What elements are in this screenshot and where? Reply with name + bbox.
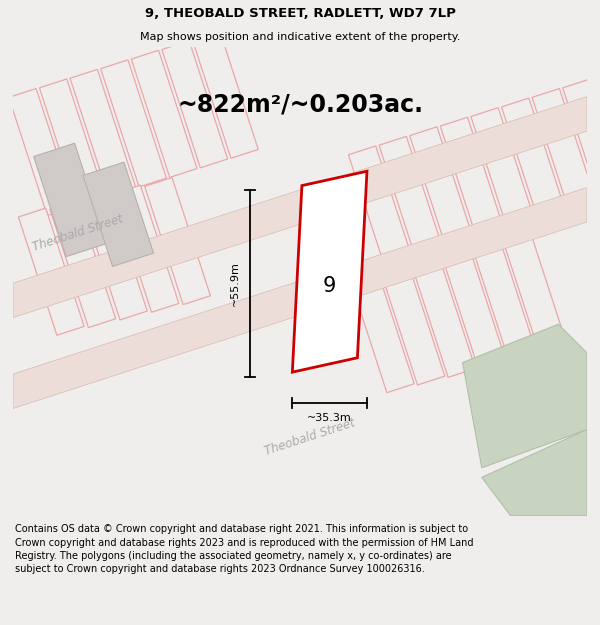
Polygon shape	[502, 228, 567, 354]
Polygon shape	[131, 50, 197, 177]
Polygon shape	[83, 162, 154, 266]
Polygon shape	[34, 143, 107, 257]
Polygon shape	[19, 208, 84, 335]
Polygon shape	[440, 118, 506, 244]
Polygon shape	[471, 107, 536, 235]
Text: 9, THEOBALD STREET, RADLETT, WD7 7LP: 9, THEOBALD STREET, RADLETT, WD7 7LP	[145, 7, 455, 19]
Polygon shape	[482, 429, 587, 516]
Polygon shape	[349, 266, 414, 392]
Polygon shape	[13, 188, 587, 409]
Polygon shape	[349, 146, 414, 273]
Polygon shape	[440, 242, 506, 370]
Text: ~55.9m: ~55.9m	[230, 261, 240, 306]
Polygon shape	[50, 201, 116, 328]
Polygon shape	[101, 60, 166, 187]
Polygon shape	[563, 79, 600, 206]
Polygon shape	[13, 97, 587, 318]
Text: Map shows position and indicative extent of the property.: Map shows position and indicative extent…	[140, 31, 460, 41]
Text: ~822m²/~0.203ac.: ~822m²/~0.203ac.	[177, 92, 423, 116]
Polygon shape	[471, 235, 536, 362]
Polygon shape	[410, 250, 475, 378]
Text: ~35.3m: ~35.3m	[307, 413, 352, 423]
Polygon shape	[145, 177, 211, 304]
Polygon shape	[82, 192, 147, 320]
Text: Contains OS data © Crown copyright and database right 2021. This information is : Contains OS data © Crown copyright and d…	[15, 524, 473, 574]
Polygon shape	[9, 89, 74, 216]
Text: Theobald Street: Theobald Street	[31, 213, 125, 254]
Polygon shape	[379, 136, 445, 264]
Polygon shape	[162, 41, 227, 168]
Polygon shape	[113, 185, 179, 312]
Polygon shape	[532, 89, 598, 216]
Text: Theobald Street: Theobald Street	[263, 416, 356, 458]
Polygon shape	[40, 79, 105, 206]
Polygon shape	[379, 258, 445, 385]
Polygon shape	[502, 98, 567, 225]
Polygon shape	[70, 69, 136, 196]
Polygon shape	[410, 127, 475, 254]
Polygon shape	[292, 171, 367, 372]
Text: 9: 9	[323, 276, 337, 296]
Polygon shape	[193, 31, 258, 158]
Polygon shape	[463, 324, 587, 468]
